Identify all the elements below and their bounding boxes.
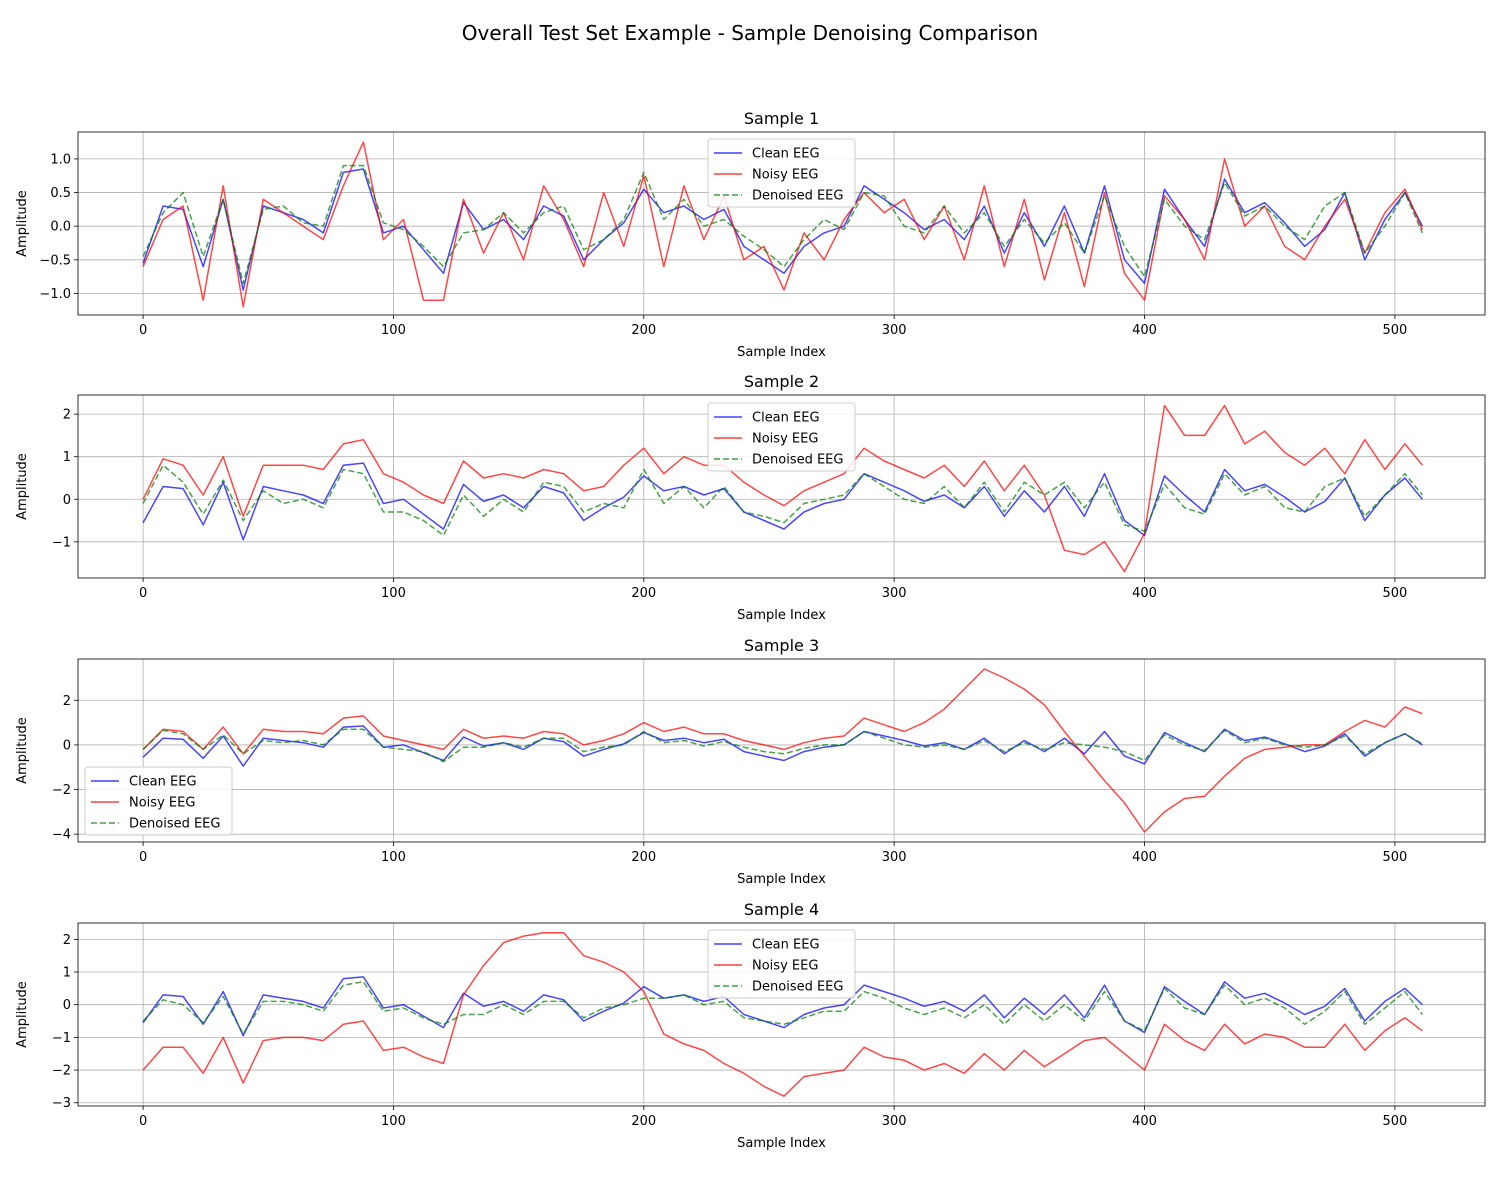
x-tick-label: 0 [139, 323, 147, 338]
series-line-clean-eeg [142, 725, 1423, 767]
legend-label: Denoised EEG [752, 980, 843, 995]
series-line-clean-eeg [142, 976, 1423, 1037]
y-tick-label: 2 [63, 408, 71, 423]
legend-label: Clean EEG [752, 411, 820, 426]
legend-frame [707, 402, 856, 472]
x-tick-label: 200 [631, 1114, 656, 1129]
legend-frame [707, 138, 856, 208]
y-tick-label: 0 [63, 738, 71, 753]
y-tick-label: −1 [52, 1031, 71, 1046]
subplot-title: Sample 4 [744, 900, 819, 919]
y-tick-label: −1 [52, 535, 71, 550]
x-tick-label: 0 [139, 586, 147, 601]
series-line-denoised-eeg [142, 728, 1423, 763]
y-tick-label: −0.5 [39, 253, 71, 268]
x-tick-label: 400 [1132, 1114, 1157, 1129]
y-tick-label: 0 [63, 493, 71, 508]
legend: Clean EEG Noisy EEG Denoised EEG [707, 138, 856, 208]
legend-label: Denoised EEG [752, 453, 843, 468]
series-line-noisy-eeg [142, 141, 1424, 308]
subplot-2: 0 100 200 300 400 500 −1 0 1 2 Sample 2 Sample Inde… [15, 372, 1486, 623]
x-tick-label: 200 [631, 586, 656, 601]
x-tick-label: 300 [882, 850, 907, 865]
y-axis-label: Amplitude [15, 717, 30, 784]
legend-label: Noisy EEG [752, 168, 818, 183]
y-tick-label: 0.0 [50, 220, 71, 235]
subplot-3: 0 100 200 300 400 500 −4 −2 0 2 Sample 3 Sample Ind… [15, 636, 1486, 887]
x-tick-label: 300 [882, 1114, 907, 1129]
series-line-denoised-eeg [142, 464, 1423, 537]
plot-area-frame [77, 131, 1486, 316]
x-tick-label: 100 [381, 1114, 406, 1129]
y-tick-label: 0 [63, 998, 71, 1013]
y-tick-label: 1 [63, 966, 71, 981]
y-axis-label: Amplitude [15, 981, 30, 1048]
x-tick-label: 100 [381, 850, 406, 865]
legend-label: Clean EEG [752, 147, 820, 162]
y-tick-label: 2 [63, 933, 71, 948]
x-tick-label: 500 [1382, 323, 1407, 338]
series-line-denoised-eeg [142, 164, 1424, 285]
legend: Clean EEG Noisy EEG Denoised EEG [707, 929, 856, 999]
legend-label: Noisy EEG [752, 959, 818, 974]
legend: Clean EEG Noisy EEG Denoised EEG [84, 766, 233, 836]
subplot-title: Sample 2 [744, 372, 819, 391]
subplot-title: Sample 3 [744, 636, 819, 655]
x-tick-label: 200 [631, 850, 656, 865]
x-axis-label: Sample Index [737, 608, 826, 623]
x-axis-label: Sample Index [737, 872, 826, 887]
x-tick-label: 200 [631, 323, 656, 338]
legend-label: Clean EEG [752, 938, 820, 953]
legend-label: Noisy EEG [129, 796, 195, 811]
subplot-title: Sample 1 [744, 109, 819, 128]
x-tick-label: 300 [882, 323, 907, 338]
x-tick-label: 400 [1132, 586, 1157, 601]
plot-area-frame [77, 922, 1486, 1107]
series-line-noisy-eeg [142, 668, 1423, 833]
legend: Clean EEG Noisy EEG Denoised EEG [707, 402, 856, 472]
x-tick-label: 300 [882, 586, 907, 601]
plot-area-frame [77, 394, 1486, 579]
x-axis-label: Sample Index [737, 345, 826, 360]
legend-label: Noisy EEG [752, 432, 818, 447]
y-tick-label: 1 [63, 450, 71, 465]
y-tick-label: −1.0 [39, 287, 71, 302]
x-tick-label: 400 [1132, 323, 1157, 338]
figure-title: Overall Test Set Example - Sample Denois… [462, 21, 1038, 45]
plot-area-frame [77, 658, 1486, 843]
series-line-noisy-eeg [142, 404, 1423, 573]
y-tick-label: −2 [52, 783, 71, 798]
y-axis-label: Amplitude [15, 453, 30, 520]
x-tick-label: 100 [381, 586, 406, 601]
y-tick-label: 2 [63, 694, 71, 709]
series-line-denoised-eeg [142, 981, 1423, 1035]
y-axis-label: Amplitude [15, 190, 30, 257]
series-line-clean-eeg [142, 462, 1423, 541]
subplot-4: 0 100 200 300 400 500 −3 −2 −1 0 1 2 Sample 4 Sample … [15, 900, 1486, 1151]
x-tick-label: 0 [139, 1114, 147, 1129]
legend-label: Denoised EEG [752, 189, 843, 204]
y-tick-label: 1.0 [50, 152, 71, 167]
y-tick-label: −4 [52, 828, 71, 843]
y-tick-label: −3 [52, 1096, 71, 1111]
x-axis-label: Sample Index [737, 1136, 826, 1151]
subplot-1: 0 100 200 300 400 500 −1.0 −0.5 0.0 0.5 1.0 Sample … [15, 109, 1486, 360]
legend-label: Denoised EEG [129, 817, 220, 832]
legend-label: Clean EEG [129, 775, 197, 790]
legend-frame [84, 766, 233, 836]
series-line-noisy-eeg [142, 932, 1423, 1097]
y-tick-label: −2 [52, 1064, 71, 1079]
legend-frame [707, 929, 856, 999]
x-tick-label: 500 [1382, 850, 1407, 865]
x-tick-label: 500 [1382, 586, 1407, 601]
y-tick-label: 0.5 [50, 186, 71, 201]
x-tick-label: 500 [1382, 1114, 1407, 1129]
x-tick-label: 100 [381, 323, 406, 338]
x-tick-label: 400 [1132, 850, 1157, 865]
x-tick-label: 0 [139, 850, 147, 865]
